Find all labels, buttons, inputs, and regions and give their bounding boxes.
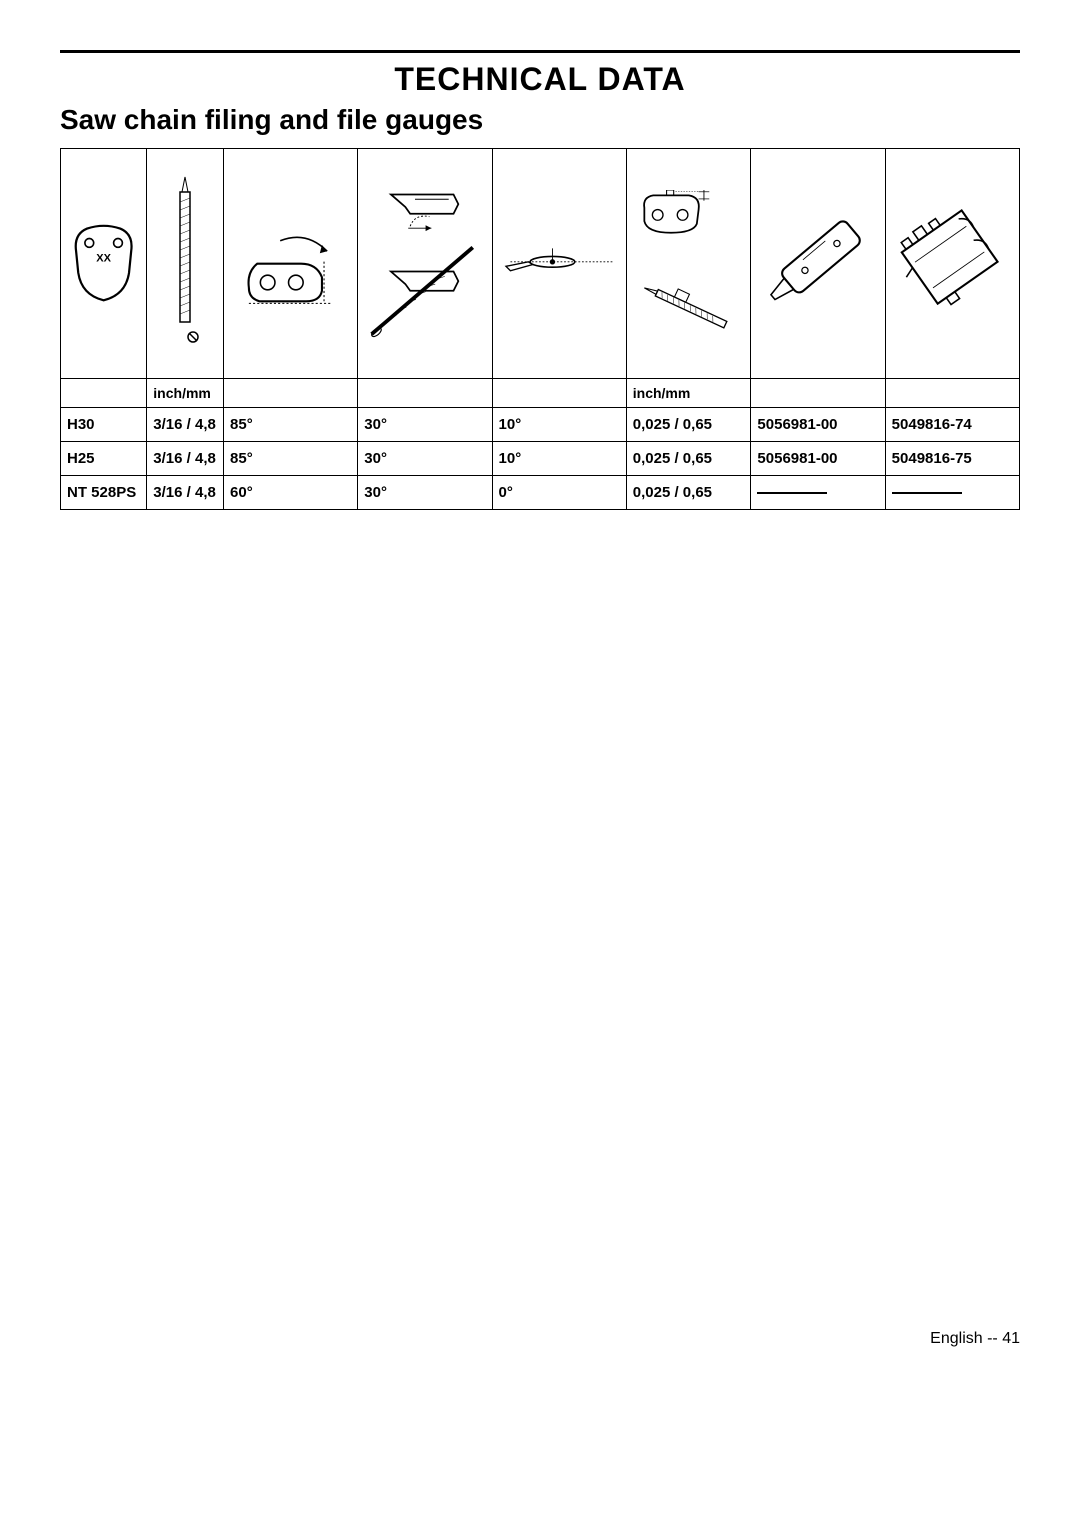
cell-model: H25 xyxy=(61,442,147,476)
cell-angle2: 30° xyxy=(358,408,492,442)
cell-angle1: 60° xyxy=(224,476,358,510)
cell-file-size: 3/16 / 4,8 xyxy=(147,442,224,476)
filing-table: XX xyxy=(60,148,1020,510)
cell-part1 xyxy=(751,476,885,510)
table-row: H30 3/16 / 4,8 85° 30° 10° 0,025 / 0,65 … xyxy=(61,408,1020,442)
icon-depth-gauge xyxy=(626,149,751,379)
blank-cell xyxy=(751,379,885,408)
cell-part1: 5056981-00 xyxy=(751,442,885,476)
cell-angle3: 0° xyxy=(492,476,626,510)
blank-cell xyxy=(358,379,492,408)
icon-header-row: XX xyxy=(61,149,1020,379)
blank-cell xyxy=(61,379,147,408)
icon-combination-gauge xyxy=(885,149,1019,379)
rule-top xyxy=(60,50,1020,53)
svg-text:XX: XX xyxy=(96,253,111,265)
blank-cell xyxy=(224,379,358,408)
icon-flat-file-plate xyxy=(751,149,885,379)
cell-depth: 0,025 / 0,65 xyxy=(626,442,751,476)
cell-file-size: 3/16 / 4,8 xyxy=(147,476,224,510)
page-subtitle: Saw chain filing and file gauges xyxy=(60,104,1020,136)
cell-part2: 5049816-74 xyxy=(885,408,1019,442)
page-title: TECHNICAL DATA xyxy=(60,61,1020,98)
table-row: NT 528PS 3/16 / 4,8 60° 30° 0° 0,025 / 0… xyxy=(61,476,1020,510)
table-row: H25 3/16 / 4,8 85° 30° 10° 0,025 / 0,65 … xyxy=(61,442,1020,476)
cell-angle3: 10° xyxy=(492,442,626,476)
icon-file-holder xyxy=(492,149,626,379)
cell-model: H30 xyxy=(61,408,147,442)
dash-icon xyxy=(757,492,827,494)
cell-part1: 5056981-00 xyxy=(751,408,885,442)
cell-angle1: 85° xyxy=(224,442,358,476)
cell-angle1: 85° xyxy=(224,408,358,442)
unit-header-row: inch/mm inch/mm xyxy=(61,379,1020,408)
icon-angle-arc xyxy=(224,149,358,379)
cell-angle3: 10° xyxy=(492,408,626,442)
cell-part2: 5049816-75 xyxy=(885,442,1019,476)
blank-cell xyxy=(885,379,1019,408)
cell-angle2: 30° xyxy=(358,476,492,510)
page-footer: English -- 41 xyxy=(60,1330,1020,1348)
icon-round-file xyxy=(147,149,224,379)
cell-angle2: 30° xyxy=(358,442,492,476)
cell-depth: 0,025 / 0,65 xyxy=(626,408,751,442)
blank-cell xyxy=(492,379,626,408)
dash-icon xyxy=(892,492,962,494)
cell-depth: 0,025 / 0,65 xyxy=(626,476,751,510)
icon-file-guide-angle xyxy=(358,149,492,379)
header-inchmm-2: inch/mm xyxy=(626,379,751,408)
cell-file-size: 3/16 / 4,8 xyxy=(147,408,224,442)
icon-chain-link: XX xyxy=(61,149,147,379)
cell-model: NT 528PS xyxy=(61,476,147,510)
cell-part2 xyxy=(885,476,1019,510)
header-inchmm-1: inch/mm xyxy=(147,379,224,408)
